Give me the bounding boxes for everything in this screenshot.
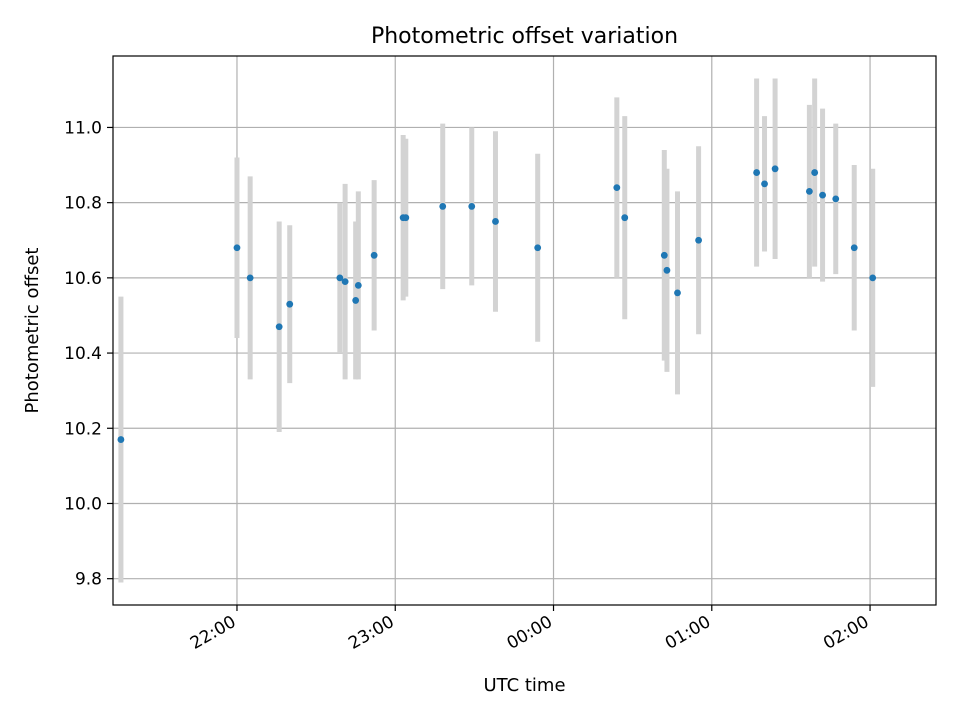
data-point xyxy=(819,191,826,199)
data-point xyxy=(492,218,499,225)
chart-title: Photometric offset variation xyxy=(371,24,678,49)
data-point xyxy=(354,281,362,289)
data-point xyxy=(439,203,447,210)
data-point xyxy=(805,187,813,195)
y-tick-label: 11.0 xyxy=(64,118,102,138)
x-tick-label: 22:00 xyxy=(187,612,239,654)
data-point xyxy=(771,165,779,173)
data-point xyxy=(336,274,344,282)
data-point xyxy=(674,289,681,297)
y-tick-label: 10.2 xyxy=(64,419,102,439)
data-point xyxy=(341,278,349,286)
data-point xyxy=(286,300,294,308)
x-tick-label: 01:00 xyxy=(662,612,714,654)
data-point xyxy=(117,436,125,443)
data-point xyxy=(370,251,378,259)
data-point xyxy=(753,169,761,176)
data-point xyxy=(613,184,621,192)
data-point xyxy=(402,214,410,222)
data-point xyxy=(660,251,668,259)
y-axis-label: Photometric offset xyxy=(22,248,43,414)
errorbar-layer xyxy=(118,78,876,583)
x-tick-label: 02:00 xyxy=(820,612,872,654)
data-point xyxy=(869,274,877,282)
y-tick-label: 10.0 xyxy=(64,494,102,514)
plot-frame xyxy=(112,55,937,606)
x-tick-label: 23:00 xyxy=(345,612,397,654)
data-point xyxy=(695,236,702,244)
data-point xyxy=(534,244,542,252)
data-point xyxy=(850,244,858,252)
y-tick-label: 9.8 xyxy=(75,570,102,590)
y-tick-label: 10.6 xyxy=(64,269,102,289)
y-tick-label: 10.4 xyxy=(64,344,102,364)
data-point xyxy=(352,297,360,304)
x-axis-ticks: 22:00 23:00 00:00 01:00 02:00 xyxy=(187,605,873,654)
y-axis-ticks: 9.8 10.0 10.2 10.4 10.6 10.8 11.0 xyxy=(64,118,113,590)
point-layer xyxy=(117,165,877,443)
data-point xyxy=(275,323,283,331)
data-point xyxy=(761,180,768,188)
data-point xyxy=(621,214,629,222)
data-point xyxy=(468,203,476,210)
x-axis-label: UTC time xyxy=(483,675,565,696)
data-point xyxy=(832,195,840,203)
data-point xyxy=(246,274,254,282)
y-tick-label: 10.8 xyxy=(64,194,102,214)
data-point xyxy=(663,266,671,274)
x-tick-label: 00:00 xyxy=(504,612,556,654)
data-point xyxy=(233,244,241,252)
data-point xyxy=(811,169,819,176)
